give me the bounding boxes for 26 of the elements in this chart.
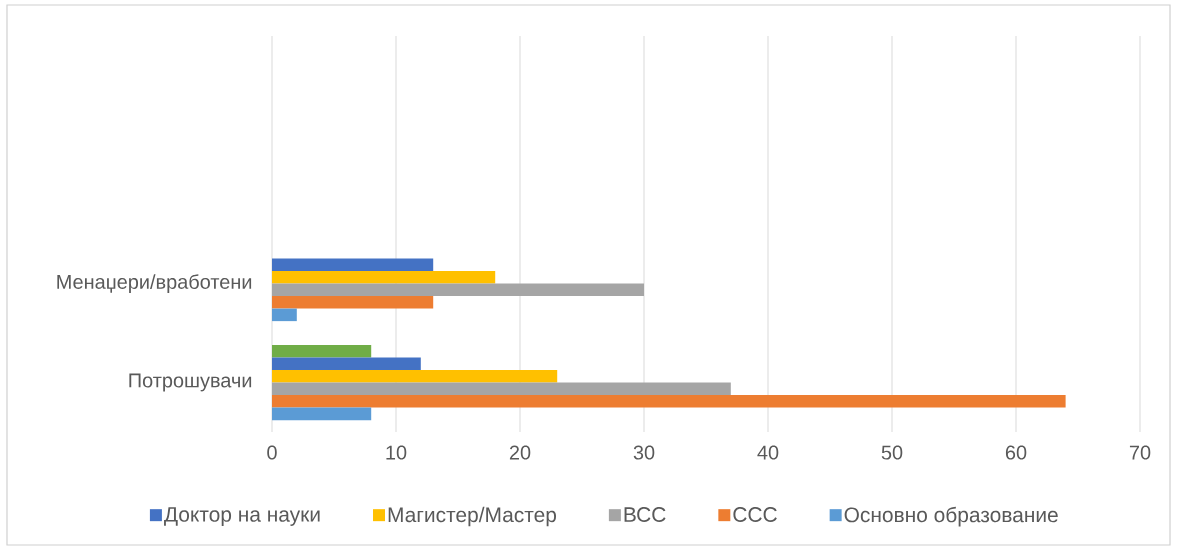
legend-label: ССС [733, 507, 777, 522]
legend-label: ВСС [624, 507, 666, 522]
bar [272, 344, 372, 358]
bar [272, 308, 297, 322]
x-tick-label: 30 [633, 445, 655, 460]
y-tick-label: Потрошувачи [129, 373, 252, 392]
x-tick-label: 70 [1129, 445, 1151, 460]
y-tick-label: Менаџери/вработени [57, 274, 252, 293]
legend-label: Доктор на науки [164, 507, 320, 526]
x-tick-label: 10 [386, 445, 407, 460]
bar [272, 382, 731, 396]
x-tick-label: 40 [757, 445, 779, 460]
bar [272, 258, 434, 271]
x-tick-label: 0 [267, 445, 277, 460]
bar [272, 283, 644, 297]
x-tick-label: 50 [881, 445, 903, 460]
bar [272, 357, 421, 370]
bar [272, 296, 434, 309]
legend-label: Магистер/Мастер [388, 506, 557, 527]
bar [272, 395, 1066, 408]
legend-label: Основно образование [844, 506, 1058, 527]
bar [272, 369, 558, 383]
x-tick-label: 60 [1005, 445, 1027, 460]
bar [272, 270, 496, 284]
x-tick-label: 20 [509, 445, 531, 460]
bar [272, 407, 372, 421]
